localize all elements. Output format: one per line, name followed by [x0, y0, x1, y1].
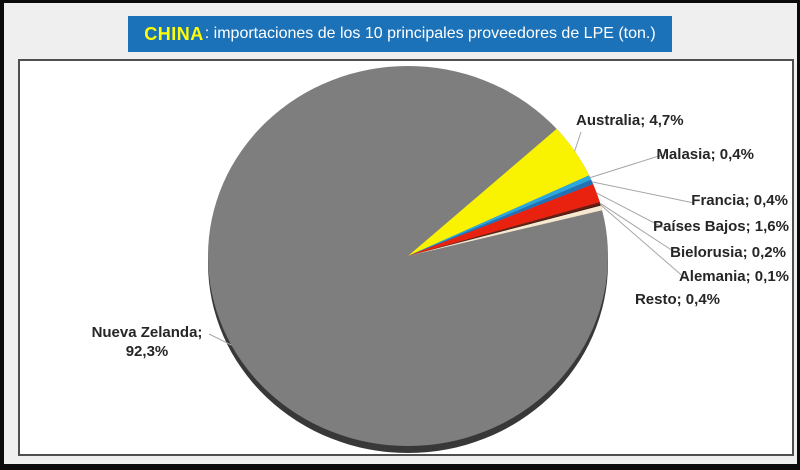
leader-line-australia — [574, 131, 582, 152]
data-label-nueva-zelanda-line1: Nueva Zelanda; — [91, 324, 203, 341]
pie-slice-resto — [408, 205, 603, 256]
leader-line-nueva-zelanda — [208, 333, 232, 346]
data-label-francia: Francia; 0,4% — [691, 192, 788, 209]
leader-line-francia — [592, 181, 695, 204]
pie-slice-malasia — [408, 175, 592, 256]
pie-slice-francia — [408, 179, 594, 256]
pie-slice-bielorusia — [408, 202, 601, 256]
chart-title-brand: CHINA — [144, 23, 204, 44]
data-label-alemania: Alemania; 0,1% — [678, 268, 789, 285]
chart-title-text: : importaciones de los 10 principales pr… — [204, 25, 656, 42]
leader-line-alemania — [600, 204, 687, 280]
pie-slice-australia — [408, 128, 590, 256]
pie-slice-alemania — [408, 204, 601, 256]
data-label-resto: Resto; 0,4% — [634, 291, 720, 308]
data-label-australia: Australia; 4,7% — [576, 112, 684, 129]
leader-line-bielorusia — [599, 202, 677, 254]
data-label-malasia: Malasia; 0,4% — [656, 146, 754, 163]
chart-title-banner: CHINA: importaciones de los 10 principal… — [128, 16, 672, 52]
leader-line-malasia — [590, 154, 663, 179]
pie-slice-pa-ses-bajos — [408, 184, 600, 256]
data-label-nueva-zelanda-line2: 92,3% — [125, 343, 169, 360]
data-label-nueva-zelanda: Nueva Zelanda; 92,3% — [72, 323, 222, 361]
pie-chart — [208, 66, 695, 453]
leader-line-pa-ses-bajos — [596, 192, 667, 230]
data-label-bielorusia: Bielorusia; 0,2% — [670, 244, 786, 261]
data-label-paises-bajos: Países Bajos; 1,6% — [653, 218, 789, 235]
